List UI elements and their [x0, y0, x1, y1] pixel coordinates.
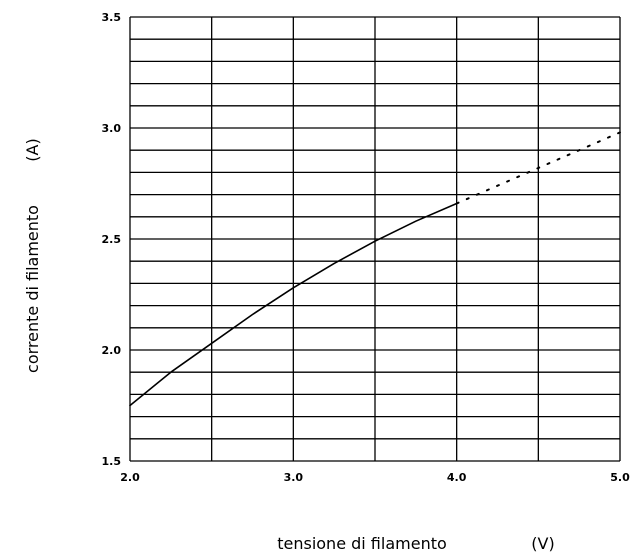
y-tick-label: 3.5	[102, 11, 122, 24]
x-tick-label: 4.0	[447, 471, 467, 484]
y-axis-title: corrente di filamento	[23, 205, 42, 373]
y-tick-label: 1.5	[102, 455, 122, 468]
x-tick-label: 5.0	[610, 471, 630, 484]
x-tick-label: 2.0	[120, 471, 140, 484]
x-axis-unit: (V)	[531, 534, 554, 553]
y-tick-label: 2.5	[102, 233, 122, 246]
grid	[130, 17, 620, 461]
x-axis-title: tensione di filamento	[277, 534, 447, 553]
y-tick-label: 3.0	[102, 122, 122, 135]
y-tick-label: 2.0	[102, 344, 122, 357]
y-axis-unit: (A)	[23, 138, 42, 161]
tick-labels: 2.0 3.0 4.0 5.0 1.5 2.0 2.5 3.0 3.5	[102, 11, 630, 484]
x-tick-label: 3.0	[284, 471, 304, 484]
